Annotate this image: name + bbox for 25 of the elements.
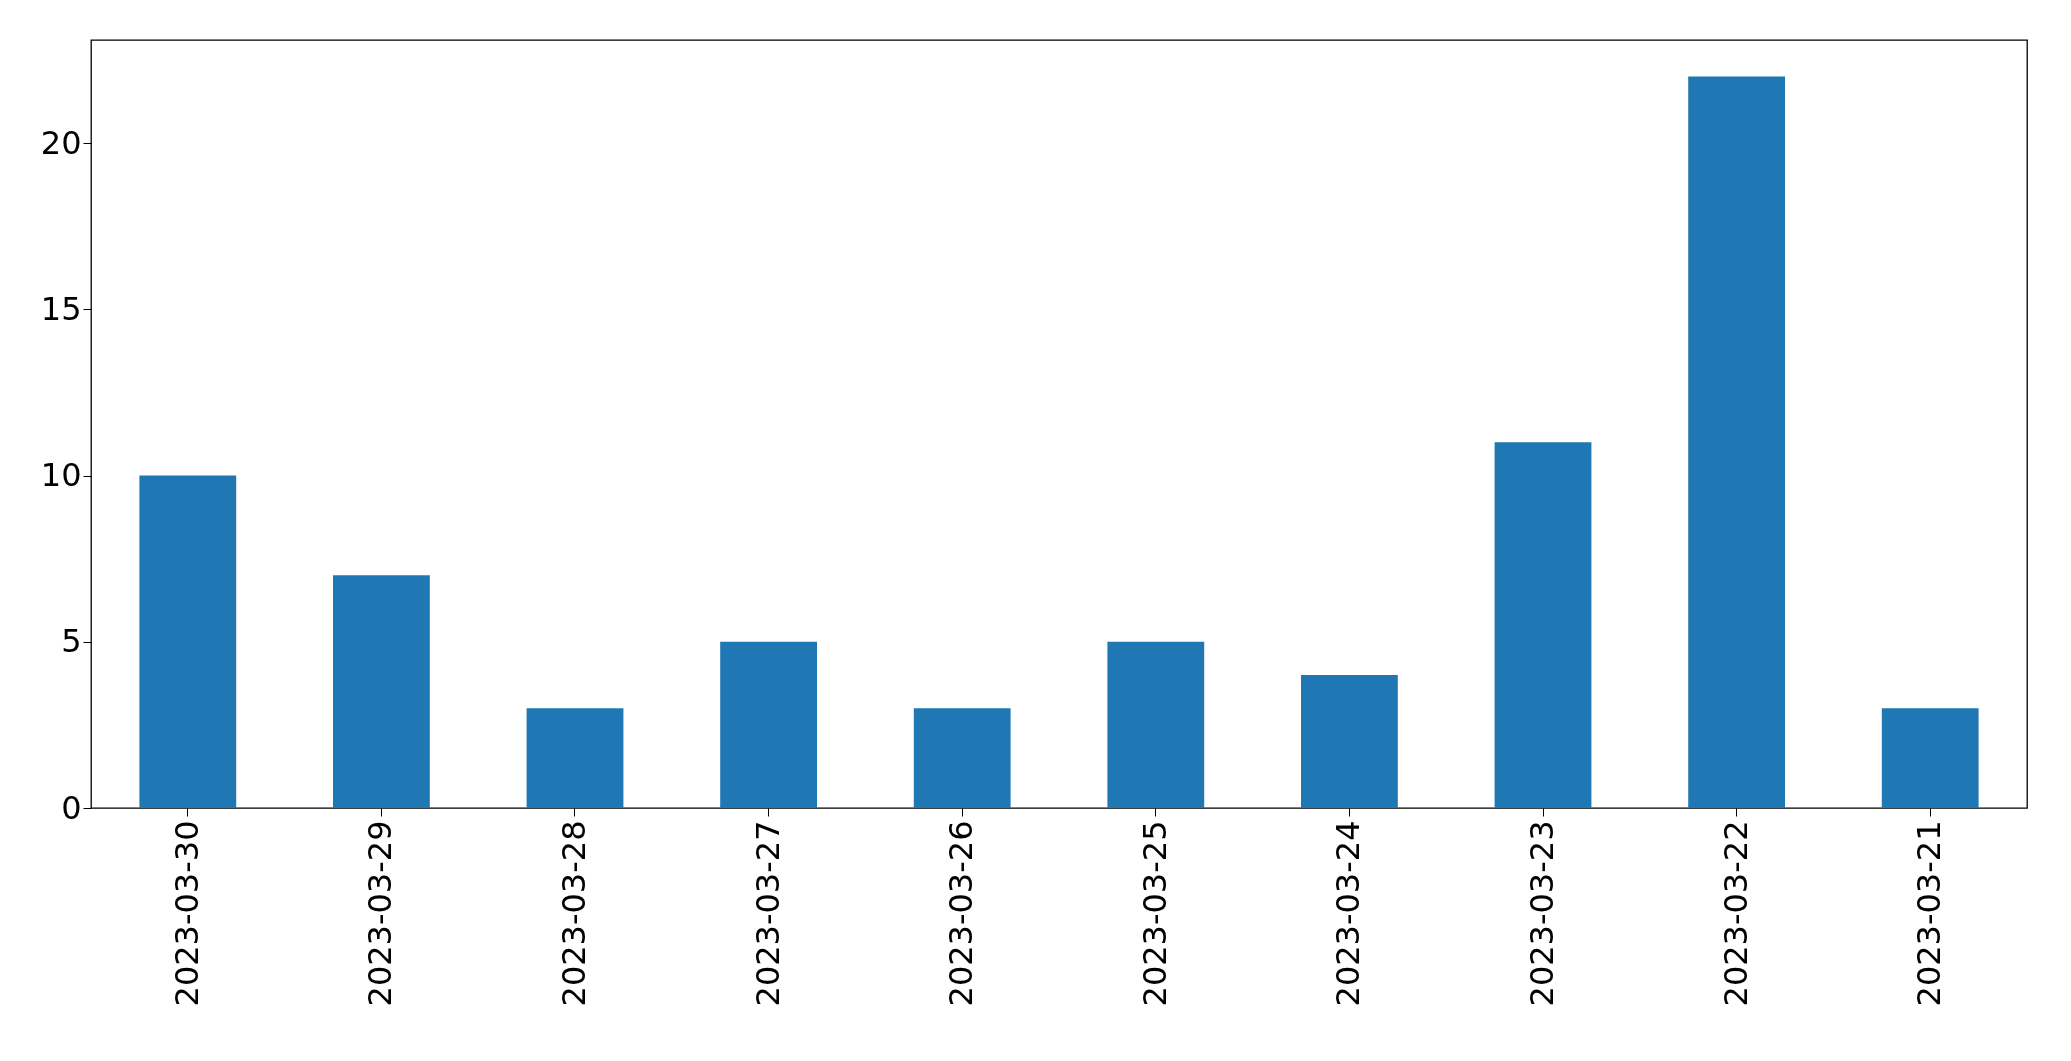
y-tick-label: 15 [40, 289, 82, 328]
x-tick-label: 2023-03-29 [361, 820, 400, 1007]
x-tick-label: 2023-03-22 [1716, 820, 1755, 1007]
bar [1688, 76, 1785, 808]
bar [1301, 675, 1398, 808]
x-tick-label: 2023-03-26 [942, 820, 981, 1007]
x-tick-label: 2023-03-23 [1523, 820, 1561, 1007]
x-tick-label: 2023-03-24 [1329, 820, 1368, 1007]
y-tick-label: 10 [40, 456, 82, 495]
bar [333, 575, 430, 808]
x-tick-label: 2023-03-28 [555, 820, 593, 1007]
bar [139, 475, 237, 808]
y-tick-label: 5 [61, 622, 82, 661]
bar [526, 708, 624, 808]
bar [1881, 708, 1979, 808]
x-tick-label: 2023-03-27 [748, 820, 787, 1007]
bar [720, 641, 817, 808]
y-tick-label: 20 [40, 123, 82, 162]
x-tick-label: 2023-03-21 [1910, 820, 1949, 1007]
x-tick-label: 2023-03-25 [1135, 820, 1174, 1007]
bar [913, 708, 1011, 808]
bar [1494, 442, 1592, 808]
bar [1107, 641, 1205, 808]
y-tick-label: 0 [61, 788, 82, 827]
x-tick-label: 2023-03-30 [167, 820, 206, 1007]
